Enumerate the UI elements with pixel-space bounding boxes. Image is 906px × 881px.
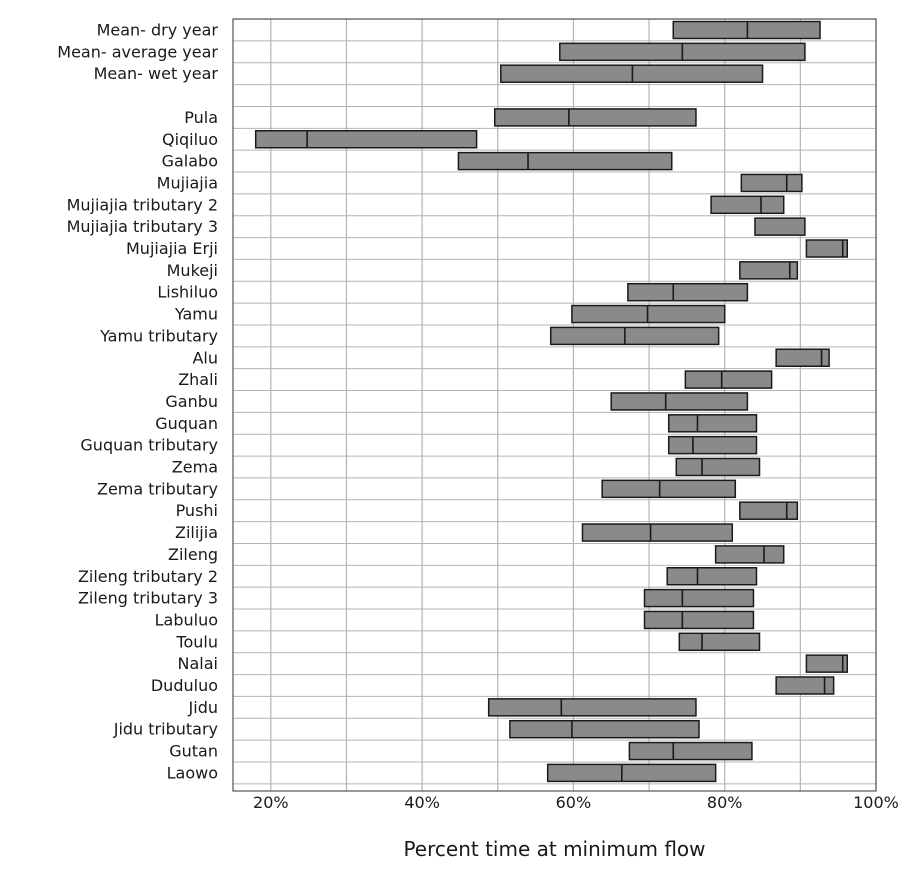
category-label: Mean- average year <box>57 42 218 61</box>
range-bar <box>805 654 849 673</box>
range-bar <box>740 173 803 193</box>
range-bar <box>666 567 758 586</box>
range-bar <box>643 588 755 608</box>
category-label: Jidu tributary <box>113 720 218 739</box>
category-label: Jidu <box>188 698 218 717</box>
tick-label-layer: 20% 40% 60% 80% 100% <box>253 793 899 812</box>
category-label: Mujiajia tributary 3 <box>67 217 218 236</box>
category-label: Zileng tributary 2 <box>78 567 218 586</box>
range-bar <box>739 261 799 280</box>
range-bar <box>754 217 806 236</box>
category-label: Mujiajia Erji <box>126 239 218 258</box>
range-bar <box>549 326 720 346</box>
category-label: Zilijia <box>175 523 218 542</box>
range-bar <box>487 698 697 717</box>
category-label-layer: Mean- dry year Mean- average year Mean- we… <box>57 21 218 783</box>
category-label: Pushi <box>176 501 218 520</box>
category-label: Yamu <box>174 305 218 324</box>
range-bar <box>610 392 749 411</box>
range-bar <box>509 719 700 739</box>
range-bar <box>457 151 673 171</box>
category-label: Pula <box>184 108 218 127</box>
category-label: Lishiluo <box>157 283 218 302</box>
x-tick-label: 20% <box>253 793 289 812</box>
bar-layer <box>254 20 849 783</box>
category-label: Laowo <box>167 763 218 782</box>
range-bar <box>775 676 835 695</box>
range-bar <box>546 763 717 783</box>
category-label: Zema <box>172 458 218 477</box>
category-label: Mujiajia tributary 2 <box>67 195 218 214</box>
range-bar <box>628 741 753 761</box>
x-tick-label: 40% <box>404 793 440 812</box>
category-label: Duduluo <box>151 676 218 695</box>
category-label: Gutan <box>169 742 218 761</box>
category-label: Guquan tributary <box>80 436 218 455</box>
range-bar <box>601 479 737 499</box>
category-label: Mean- wet year <box>94 64 219 83</box>
category-label: Nalai <box>178 654 218 673</box>
range-bar <box>684 370 773 389</box>
range-bar <box>643 610 755 630</box>
category-label: Zema tributary <box>97 479 218 498</box>
range-bar <box>667 414 758 433</box>
category-label: Mean- dry year <box>97 21 219 40</box>
x-tick-label: 100% <box>853 793 899 812</box>
category-label: Alu <box>192 348 218 367</box>
range-bar <box>775 348 830 367</box>
range-bar <box>678 632 761 652</box>
range-bar <box>667 435 758 455</box>
x-tick-label: 80% <box>707 793 743 812</box>
range-bar <box>627 282 749 302</box>
category-label: Zileng <box>168 545 218 564</box>
category-label: Guquan <box>155 414 218 433</box>
range-bar <box>739 501 799 520</box>
range-bar <box>254 130 478 149</box>
category-label: Zhali <box>178 370 218 389</box>
range-bar <box>714 545 785 564</box>
x-axis-title: Percent time at minimum flow <box>403 837 705 861</box>
category-label: Ganbu <box>165 392 218 411</box>
range-bar <box>675 457 761 477</box>
range-bar <box>710 195 785 215</box>
range-bar <box>805 239 849 258</box>
range-bar <box>493 108 697 127</box>
category-label: Mujiajia <box>157 173 218 192</box>
category-label: Galabo <box>162 152 218 171</box>
category-label: Zileng tributary 3 <box>78 589 218 608</box>
category-label: Yamu tributary <box>99 326 218 345</box>
plot-frame <box>232 18 877 792</box>
x-tick-label: 60% <box>556 793 592 812</box>
category-label: Toulu <box>175 632 218 651</box>
range-bar <box>581 523 734 542</box>
category-label: Labuluo <box>155 610 218 629</box>
category-label: Mukeji <box>167 261 218 280</box>
category-label: Qiqiluo <box>162 130 218 149</box>
